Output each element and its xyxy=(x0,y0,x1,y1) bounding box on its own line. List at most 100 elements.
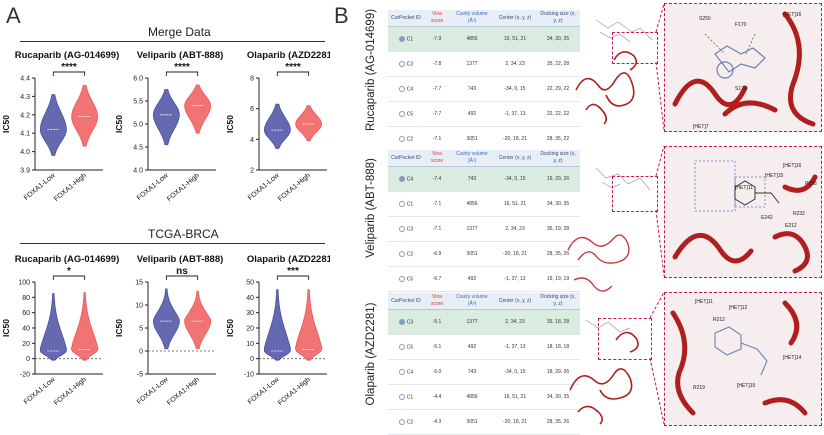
y-tick-label: 30 xyxy=(246,310,254,317)
table-cell: -1, 37, 13 xyxy=(494,266,536,292)
plot-title: Veliparib (ABT-888) xyxy=(137,254,224,265)
table-row[interactable]: C3 -5.1 1377 2, 34, 23 35, 18, 28 xyxy=(388,309,580,335)
radio-icon[interactable] xyxy=(398,60,405,67)
plot-title: Rucaparib (AG-014699) xyxy=(15,50,120,61)
pocket-id-cell: C4 xyxy=(388,166,424,192)
y-tick-label: 40 xyxy=(22,326,30,333)
pocket-box-1 xyxy=(612,32,658,64)
table-row[interactable]: C1 -4.4 4856 16, 51, 21 34, 30, 35 xyxy=(388,384,580,410)
table-cell: -34, 0, 15 xyxy=(494,166,536,192)
radio-icon[interactable] xyxy=(398,318,405,325)
pocket-id: C2 xyxy=(406,136,414,143)
table-header: CurPocket ID xyxy=(388,293,424,310)
table-row[interactable]: C4 -7.7 743 -34, 0, 15 22, 29, 22 xyxy=(388,76,580,102)
table-cell: -7.9 xyxy=(424,26,450,52)
y-tick-label: 5.0 xyxy=(133,122,143,129)
significance-label: **** xyxy=(285,62,301,73)
table-cell: -7.1 xyxy=(424,216,450,242)
radio-icon[interactable] xyxy=(398,418,405,425)
table-row[interactable]: C3 -7.8 1377 2, 34, 23 35, 22, 28 xyxy=(388,51,580,77)
radio-icon[interactable] xyxy=(398,85,405,92)
table-row[interactable]: C1 -7.9 4856 16, 51, 21 34, 30, 35 xyxy=(388,26,580,52)
y-tick-label: -20 xyxy=(20,372,30,379)
table-row[interactable]: C5 -5.1 492 -1, 37, 13 18, 18, 18 xyxy=(388,334,580,360)
table-cell: 28, 35, 22 xyxy=(536,126,580,152)
radio-icon[interactable] xyxy=(398,175,405,182)
table-row[interactable]: C5 -7.7 492 -1, 37, 13 22, 22, 22 xyxy=(388,101,580,127)
table-row[interactable]: C1 -7.1 4856 16, 51, 21 34, 30, 35 xyxy=(388,191,580,217)
y-tick-label: 0 xyxy=(250,356,254,363)
table-header: Center (x, y, z) xyxy=(494,293,536,310)
y-tick-label: 100 xyxy=(18,280,30,287)
radio-icon[interactable] xyxy=(398,368,405,375)
radio-icon[interactable] xyxy=(398,343,405,350)
merge-data-divider xyxy=(20,41,325,42)
table-cell: -7.8 xyxy=(424,51,450,77)
binding-zoom-1: S250 F170 [HET]16 S174 [HET]7 xyxy=(664,3,822,132)
table-row[interactable]: C2 -7.1 3051 -20, 18, 21 28, 35, 22 xyxy=(388,126,580,152)
residue-label: E242 xyxy=(761,215,773,221)
y-tick-label: 4.0 xyxy=(20,149,30,156)
docking-table: CurPocket ID Vina score Cavity volume (Å³)… xyxy=(388,293,580,435)
violin-high xyxy=(70,292,99,361)
table-cell: 35, 18, 28 xyxy=(536,309,580,335)
radio-icon[interactable] xyxy=(398,35,405,42)
protein-overviews xyxy=(556,0,666,429)
radio-icon[interactable] xyxy=(398,110,405,117)
binding-zoom-1-svg: S250 F170 [HET]16 S174 [HET]7 xyxy=(672,11,816,130)
residue-label: E212 xyxy=(785,223,797,229)
radio-icon[interactable] xyxy=(398,393,405,400)
residue-label: F170 xyxy=(735,22,747,28)
y-tick-label: -5 xyxy=(137,372,143,379)
protein-overview-2 xyxy=(567,234,630,292)
table-header: Cavity volume (Å³) xyxy=(450,10,494,27)
table-cell: 35, 19, 28 xyxy=(536,216,580,242)
y-tick-label: 20 xyxy=(22,341,30,348)
table-cell: 4856 xyxy=(450,26,494,52)
table-row[interactable]: C2 -4.3 3051 -20, 18, 21 28, 35, 26 xyxy=(388,409,580,435)
table-row[interactable]: C4 -5.0 743 -34, 0, 15 18, 29, 26 xyxy=(388,359,580,385)
table-header: Cavity volume (Å³) xyxy=(450,150,494,167)
panel-b-letter: B xyxy=(334,3,349,28)
y-tick-label: 10 xyxy=(135,303,143,310)
radio-icon[interactable] xyxy=(398,225,405,232)
table-cell: -7.1 xyxy=(424,126,450,152)
table-row[interactable]: C2 -6.9 3051 -20, 18, 21 28, 35, 26 xyxy=(388,241,580,267)
table-cell: 34, 30, 35 xyxy=(536,191,580,217)
residue-label: R219 xyxy=(693,385,705,391)
table-cell: 34, 30, 35 xyxy=(536,26,580,52)
table-cell: 19, 19, 19 xyxy=(536,266,580,292)
table-row[interactable]: C5 -6.7 492 -1, 37, 13 19, 19, 19 xyxy=(388,266,580,292)
significance-label: **** xyxy=(174,62,190,73)
radio-icon[interactable] xyxy=(398,275,405,282)
radio-icon[interactable] xyxy=(398,250,405,257)
violin-plots-area: Rucaparib (AG-014699) IC50 3.9 4.0 4.1 4.2 4.3… xyxy=(0,0,335,429)
y-tick-label: 3.9 xyxy=(20,168,30,175)
table-cell: 743 xyxy=(450,76,494,102)
table-cell: 19, 29, 26 xyxy=(536,166,580,192)
y-tick-label: 0 xyxy=(26,356,30,363)
y-tick-label: 80 xyxy=(22,295,30,302)
table-cell: 35, 22, 28 xyxy=(536,51,580,77)
table-cell: 34, 30, 35 xyxy=(536,384,580,410)
pocket-id: C5 xyxy=(406,111,414,118)
table-row[interactable]: C4 -7.4 743 -34, 0, 15 19, 29, 26 xyxy=(388,166,580,192)
table-cell: -4.4 xyxy=(424,384,450,410)
radio-icon[interactable] xyxy=(398,135,405,142)
plot-title: Olaparib (AZD2281) xyxy=(247,254,330,265)
y-tick-label: 4.1 xyxy=(20,131,30,138)
radio-icon[interactable] xyxy=(398,200,405,207)
table-cell: 2, 34, 23 xyxy=(494,216,536,242)
table-cell: 2, 34, 23 xyxy=(494,51,536,77)
table-cell: 16, 51, 21 xyxy=(494,26,536,52)
table-row[interactable]: C3 -7.1 1377 2, 34, 23 35, 19, 28 xyxy=(388,216,580,242)
y-tick-label: 5 xyxy=(139,326,143,333)
y-tick-label: 6 xyxy=(250,106,254,113)
table-cell: 3051 xyxy=(450,126,494,152)
pocket-box-3 xyxy=(598,318,652,360)
y-axis-label: IC50 xyxy=(1,115,11,133)
panel-a-letter: A xyxy=(6,3,21,28)
table-cell: -5.1 xyxy=(424,334,450,360)
table-cell: 1377 xyxy=(450,309,494,335)
pocket-id-cell: C3 xyxy=(388,309,424,335)
